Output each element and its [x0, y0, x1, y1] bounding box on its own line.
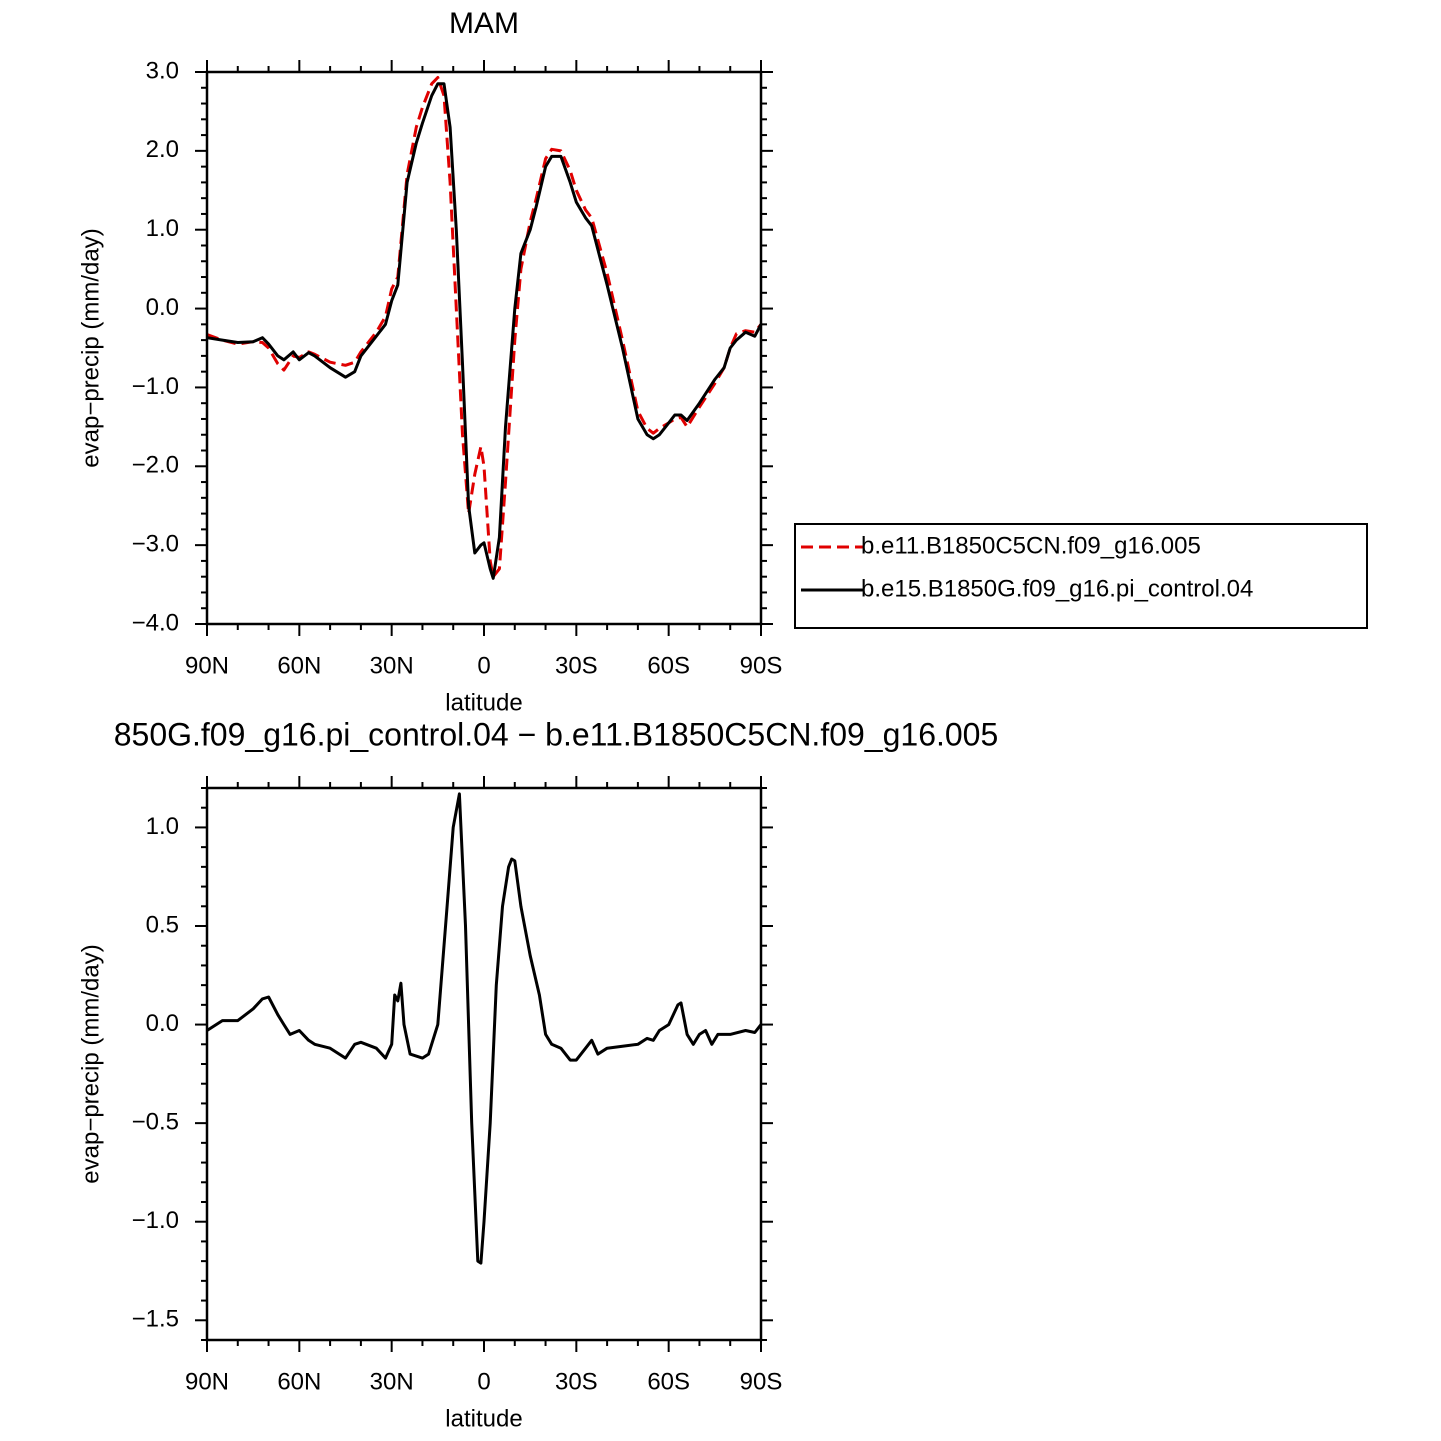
x-tick-label: 90N: [185, 1368, 229, 1395]
x-tick-label: 60S: [647, 1368, 690, 1395]
y-axis-label: evap−precip (mm/day): [77, 228, 104, 467]
y-axis-label: evap−precip (mm/day): [77, 944, 104, 1183]
y-tick-label: −1.0: [132, 1207, 179, 1234]
legend-box: [794, 523, 1368, 629]
y-tick-label: 0.0: [146, 1010, 179, 1037]
x-axis-label: latitude: [445, 1405, 522, 1432]
chart-title: 850G.f09_g16.pi_control.04 − b.e11.B1850…: [114, 716, 999, 752]
x-tick-label: 30N: [370, 1368, 414, 1395]
y-tick-label: 3.0: [146, 57, 179, 84]
plot-frame: [205, 70, 763, 626]
legend-label: b.e15.B1850G.f09_g16.pi_control.04: [861, 575, 1253, 602]
x-tick-label: 0: [477, 1368, 490, 1395]
plot-frame: [205, 786, 763, 1342]
y-tick-label: −2.0: [132, 452, 179, 479]
x-tick-label: 60N: [277, 652, 321, 679]
data-line: [206, 792, 763, 1265]
y-tick-label: 0.0: [146, 294, 179, 321]
y-tick-label: 2.0: [146, 136, 179, 163]
x-tick-label: 90S: [740, 652, 783, 679]
y-tick-label: 1.0: [146, 215, 179, 242]
x-tick-label: 0: [477, 652, 490, 679]
data-line: [206, 82, 763, 580]
y-tick-label: −3.0: [132, 530, 179, 557]
x-tick-label: 30N: [370, 652, 414, 679]
y-tick-label: −1.5: [132, 1306, 179, 1333]
y-tick-label: −4.0: [132, 609, 179, 636]
data-line: [206, 76, 763, 579]
x-tick-label: 60S: [647, 652, 690, 679]
x-tick-label: 30S: [555, 652, 598, 679]
y-tick-label: 1.0: [146, 813, 179, 840]
y-tick-label: −1.0: [132, 373, 179, 400]
x-tick-label: 60N: [277, 1368, 321, 1395]
y-tick-label: 0.5: [146, 911, 179, 938]
x-tick-label: 90S: [740, 1368, 783, 1395]
legend-label: b.e11.B1850C5CN.f09_g16.005: [861, 532, 1201, 559]
x-tick-label: 90N: [185, 652, 229, 679]
x-tick-label: 30S: [555, 1368, 598, 1395]
chart-title: MAM: [449, 7, 519, 40]
y-tick-label: −0.5: [132, 1108, 179, 1135]
x-axis-label: latitude: [445, 689, 522, 716]
